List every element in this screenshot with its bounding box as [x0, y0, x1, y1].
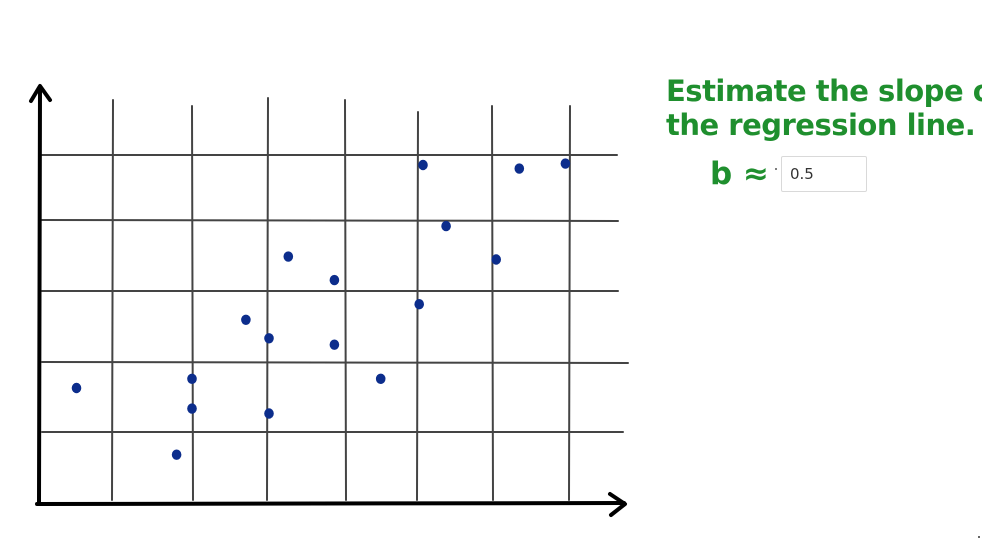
grid-line-vertical [111, 99, 114, 501]
slope-answer-input[interactable] [780, 156, 867, 192]
question-line-1: Estimate the slope of [666, 74, 982, 108]
data-point [241, 314, 251, 325]
data-point [491, 254, 502, 265]
data-point [171, 449, 182, 460]
data-point [264, 333, 274, 344]
data-point [414, 299, 425, 310]
grid-line-vertical [491, 105, 494, 501]
data-point [187, 403, 197, 414]
data-point [560, 158, 571, 169]
data-point [441, 220, 451, 232]
data-point [71, 382, 82, 394]
axes [29, 84, 627, 517]
grid-line-horizontal [41, 361, 629, 364]
separator-dot [774, 168, 777, 170]
data-point [514, 163, 525, 174]
question-prompt: Estimate the slope of the regression lin… [666, 74, 982, 142]
corner-mark [978, 536, 980, 538]
grid-line-horizontal [41, 219, 619, 222]
y-axis-arrowhead [29, 84, 52, 103]
grid-line-vertical [344, 99, 347, 501]
data-point [264, 408, 274, 419]
grid-line-vertical [568, 105, 571, 501]
x-axis [35, 501, 626, 506]
data-point [418, 159, 428, 171]
grid-lines [41, 97, 629, 501]
data-point [283, 251, 294, 262]
slope-label: b ≈ [710, 156, 769, 192]
grid-line-vertical [266, 97, 269, 501]
data-point [329, 274, 340, 286]
data-point [375, 373, 386, 384]
y-axis [37, 86, 42, 505]
answer-row: b ≈ [710, 156, 867, 192]
data-point [329, 339, 340, 350]
grid-line-vertical [191, 105, 194, 501]
x-axis-arrowhead [608, 492, 627, 517]
question-line-2: the regression line. [666, 108, 976, 142]
data-points [71, 158, 571, 460]
data-point [187, 373, 197, 384]
